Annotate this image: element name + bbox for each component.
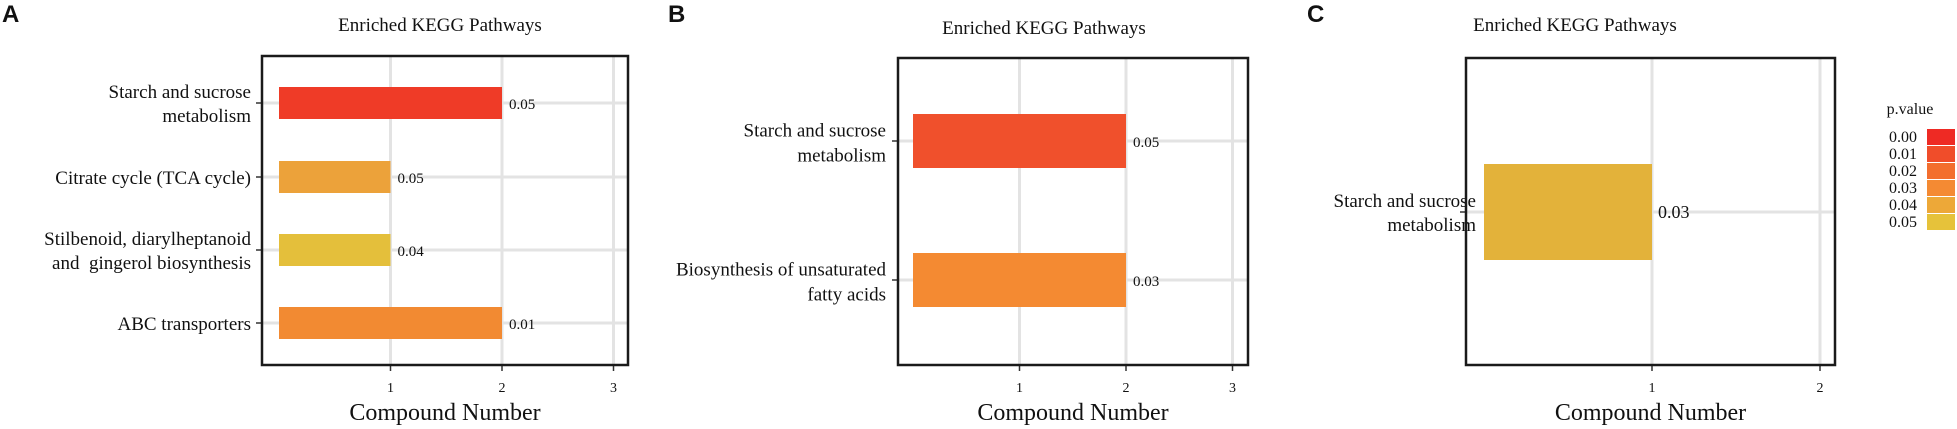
chart-panel-c: C Enriched KEGG Pathways 1 2 0.03 Starch and … (1307, 1, 1837, 426)
bar (1484, 164, 1652, 260)
category-label: Biosynthesis of unsaturated (676, 260, 887, 281)
legend-label: 0.01 (1889, 146, 1917, 163)
chart-panel-a: A Enriched KEGG Pathways 1 2 3 0.05 Starch and… (2, 1, 630, 426)
x-tick-label: 3 (610, 381, 617, 396)
category-label: Starch and sucrose (109, 82, 251, 103)
category-label: Stilbenoid, diarylheptanoid (44, 229, 251, 250)
x-tick-label: 1 (1649, 381, 1656, 396)
category-label: ABC transporters (117, 314, 251, 335)
bar-value-label: 0.03 (1658, 202, 1690, 222)
legend-label: 0.04 (1889, 197, 1917, 214)
x-axis-label: Compound Number (1555, 400, 1746, 426)
bar-value-label: 0.05 (398, 171, 424, 187)
bar (913, 253, 1126, 307)
plot-frame (260, 54, 630, 367)
panel-letter: B (668, 1, 685, 28)
legend-swatch (1927, 129, 1955, 145)
category-label: Citrate cycle (TCA cycle) (55, 168, 251, 189)
panel-letter: A (2, 1, 19, 28)
legend-swatch (1927, 180, 1955, 196)
legend-label: 0.05 (1889, 214, 1917, 231)
plot-frame (896, 56, 1250, 367)
x-axis-label: Compound Number (977, 400, 1168, 426)
legend-swatch (1927, 214, 1955, 230)
x-tick-label: 2 (1817, 381, 1824, 396)
category-label: metabolism (797, 146, 886, 167)
bar-value-label: 0.04 (398, 244, 425, 260)
category-label: metabolism (158, 106, 252, 127)
x-tick-label: 2 (499, 381, 506, 396)
bar (279, 234, 391, 266)
legend-swatch (1927, 163, 1955, 179)
panel-letter: C (1307, 1, 1324, 28)
chart-title: Enriched KEGG Pathways (338, 15, 542, 36)
legend-swatch (1927, 197, 1955, 213)
bar-value-label: 0.05 (509, 97, 535, 113)
x-tick-label: 1 (1016, 381, 1023, 396)
legend: p.value 0.000.010.020.030.040.05 (1887, 101, 1955, 231)
bar-value-label: 0.05 (1133, 135, 1159, 151)
x-tick-label: 1 (387, 381, 394, 396)
bar-value-label: 0.03 (1133, 274, 1159, 290)
plot-frame (1464, 56, 1837, 367)
category-label: metabolism (1387, 215, 1476, 236)
chart-panel-b: B Enriched KEGG Pathways 1 2 3 0.05 Starch and… (668, 1, 1250, 426)
legend-label: 0.03 (1889, 180, 1917, 197)
category-label: Starch and sucrose (1334, 191, 1476, 212)
bar (913, 114, 1126, 168)
x-tick-label: 3 (1229, 381, 1236, 396)
legend-label: 0.00 (1889, 129, 1917, 146)
category-label: and gingerol biosynthesis (52, 253, 251, 274)
legend-swatch (1927, 146, 1955, 162)
bar (279, 161, 391, 193)
bar-value-label: 0.01 (509, 317, 535, 333)
category-label: fatty acids (807, 285, 886, 306)
bar (279, 87, 502, 119)
legend-label: 0.02 (1889, 163, 1917, 180)
chart-title: Enriched KEGG Pathways (942, 18, 1146, 39)
x-tick-label: 2 (1123, 381, 1130, 396)
bar (279, 307, 502, 339)
x-axis-label: Compound Number (349, 400, 540, 426)
legend-items: 0.000.010.020.030.040.05 (1889, 129, 1955, 231)
legend-title: p.value (1887, 101, 1934, 118)
chart-title: Enriched KEGG Pathways (1473, 15, 1677, 36)
category-label: Starch and sucrose (744, 121, 886, 142)
